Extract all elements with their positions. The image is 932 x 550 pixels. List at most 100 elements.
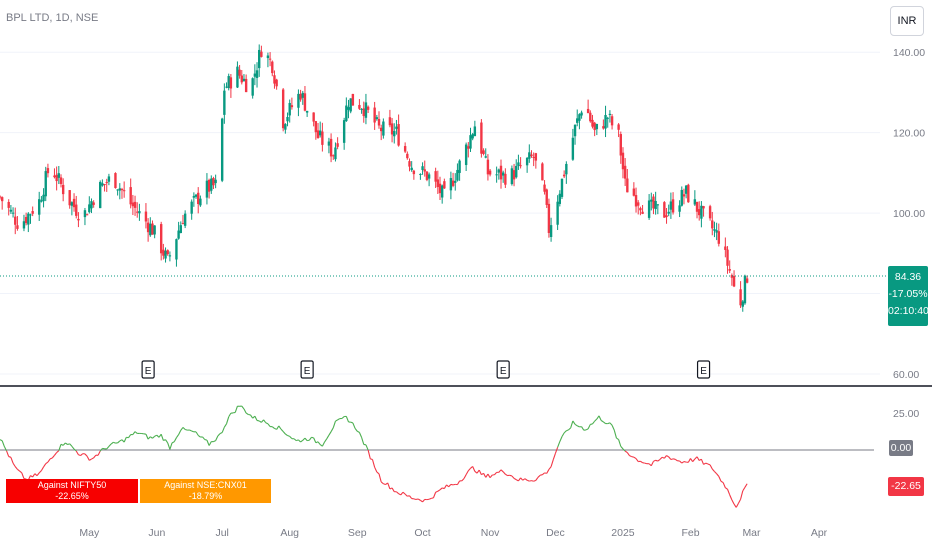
candle-body: [27, 213, 30, 225]
oscillator-segment: [609, 422, 613, 426]
candle-body: [244, 78, 248, 93]
candle-body: [88, 204, 91, 213]
candle-body: [528, 152, 531, 159]
candle-body: [591, 119, 594, 127]
candle-body: [92, 202, 95, 205]
oscillator-segment: [542, 472, 545, 476]
earnings-marker-box: [496, 360, 510, 379]
oscillator-segment: [195, 431, 199, 436]
candle-body: [271, 61, 274, 74]
candle-body: [192, 196, 196, 198]
candle-body: [144, 211, 148, 222]
oscillator-series: [0, 405, 748, 508]
oscillator-segment: [315, 441, 319, 444]
candle-body: [351, 93, 355, 106]
oscillator-segment: [657, 458, 661, 462]
candle-body: [571, 137, 575, 160]
price-tick-label: 120.00: [893, 128, 925, 140]
candle-body: [103, 184, 106, 186]
candle-body: [541, 163, 544, 181]
oscillator-segment: [217, 433, 221, 437]
time-tick-label: Feb: [681, 527, 699, 539]
candle-body: [336, 143, 339, 147]
oscillator-segment: [119, 439, 123, 442]
oscillator-segment: [147, 436, 151, 440]
candle-body: [484, 156, 487, 158]
candle-body: [107, 176, 111, 182]
candle-body: [382, 121, 385, 136]
oscillator-segment: [711, 468, 715, 472]
oscillator-segment: [278, 425, 282, 430]
candle-body: [312, 112, 315, 122]
oscillator-segment: [561, 432, 565, 437]
candle-body: [258, 49, 261, 69]
oscillator-segment: [522, 478, 526, 481]
candle-body: [38, 199, 41, 215]
oscillator-segment: [731, 499, 735, 505]
candle-body: [619, 134, 622, 156]
candle-body: [53, 175, 56, 178]
oscillator-segment: [587, 424, 591, 430]
oscillator-segment: [163, 439, 166, 441]
oscillator-segment: [250, 414, 254, 419]
candle-body: [663, 202, 666, 218]
candle-body: [547, 203, 551, 233]
time-tick-label: Jun: [148, 527, 165, 539]
oscillator-segment: [280, 428, 284, 432]
candle-body: [482, 150, 485, 154]
candle-body: [741, 301, 744, 307]
time-tick-label: May: [79, 527, 100, 539]
oscillator-segment: [206, 439, 210, 446]
oscillator-segment: [80, 453, 84, 456]
oscillator-segment: [345, 416, 350, 423]
candle-body: [236, 66, 239, 88]
oscillator-segment: [529, 480, 532, 482]
oscillator-segment: [566, 429, 569, 432]
candle-body: [602, 126, 605, 129]
currency-button[interactable]: INR: [890, 6, 924, 36]
oscillator-segment: [304, 437, 308, 441]
oscillator-segment: [663, 455, 667, 459]
candle-body: [698, 209, 701, 216]
candle-body: [578, 114, 581, 121]
candle-body: [695, 201, 699, 212]
oscillator-segment: [483, 473, 487, 478]
oscillator-segment: [500, 469, 504, 473]
oscillator-segment: [169, 442, 173, 450]
oscillator-segment: [603, 421, 606, 425]
oscillator-segment: [435, 490, 439, 493]
oscillator-segment: [128, 434, 132, 439]
oscillator-segment: [149, 436, 153, 439]
candle-body: [652, 196, 655, 209]
oscillator-zero-label: 0.00: [889, 440, 913, 456]
oscillator-segment: [498, 469, 502, 473]
oscillator-segment: [387, 482, 391, 490]
oscillator-segment: [705, 462, 709, 465]
oscillator-segment: [618, 439, 622, 447]
candle-body: [517, 162, 520, 166]
oscillator-segment: [86, 455, 90, 461]
oscillator-segment: [108, 443, 112, 447]
oscillator-segment: [165, 439, 169, 444]
oscillator-segment: [285, 433, 288, 436]
candle-body: [678, 205, 681, 212]
oscillator-segment: [337, 418, 341, 421]
candle-body: [589, 112, 592, 122]
oscillator-segment: [350, 421, 354, 424]
oscillator-segment: [718, 476, 722, 482]
oscillator-segment: [439, 487, 443, 491]
price-candles: [0, 44, 749, 312]
oscillator-segment: [38, 470, 42, 474]
comparison-nifty50: Against NIFTY50 -22.65%: [6, 479, 138, 503]
candle-body: [68, 190, 71, 206]
candle-body: [229, 77, 233, 89]
candle-body: [364, 102, 368, 118]
candle-body: [512, 170, 516, 180]
candle-body: [114, 173, 117, 189]
oscillator-segment: [629, 455, 632, 458]
candle-body: [349, 98, 352, 112]
candle-body: [332, 155, 335, 157]
oscillator-segment: [585, 428, 589, 431]
candle-body: [347, 107, 350, 110]
oscillator-segment: [65, 442, 68, 445]
